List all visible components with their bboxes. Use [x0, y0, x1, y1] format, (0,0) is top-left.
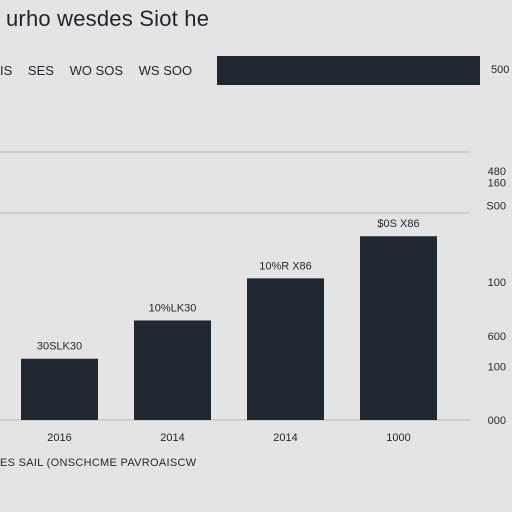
- legend-value: 500: [491, 64, 510, 76]
- legend-item: SES: [27, 63, 54, 78]
- x-axis-label: ES SAIL (ONSCHCME PAVROAISCW: [0, 457, 197, 469]
- legend-item: WO SOS: [69, 63, 124, 78]
- chart-title: urho wesdes Siot he: [6, 6, 210, 31]
- data-label: 10%R X86: [259, 260, 312, 272]
- x-tick-label: 1000: [386, 432, 410, 444]
- legend-item: IS: [0, 63, 13, 78]
- bar: [134, 320, 211, 420]
- y-tick-label: 480: [488, 166, 506, 178]
- y-tick-label: 000: [488, 415, 506, 427]
- legend-swatch: [217, 56, 480, 85]
- x-tick-label: 2016: [47, 432, 71, 444]
- y-tick-label: 160: [488, 178, 506, 190]
- legend-item: WS SOO: [138, 63, 193, 78]
- y-tick-label: S00: [486, 201, 506, 213]
- bar: [360, 236, 437, 420]
- y-tick-label: 600: [488, 331, 506, 343]
- y-tick-label: 100: [488, 277, 506, 289]
- x-tick-label: 2014: [160, 432, 184, 444]
- bar: [21, 358, 98, 420]
- bar: [247, 278, 324, 420]
- x-tick-label: 2014: [273, 432, 297, 444]
- data-label: 30SLK30: [37, 341, 82, 353]
- y-tick-label: 100: [488, 361, 506, 373]
- data-label: $0S X86: [377, 218, 419, 230]
- data-label: 10%LK30: [149, 302, 197, 314]
- legend-labels: IS SES WO SOS WS SOO: [0, 63, 204, 78]
